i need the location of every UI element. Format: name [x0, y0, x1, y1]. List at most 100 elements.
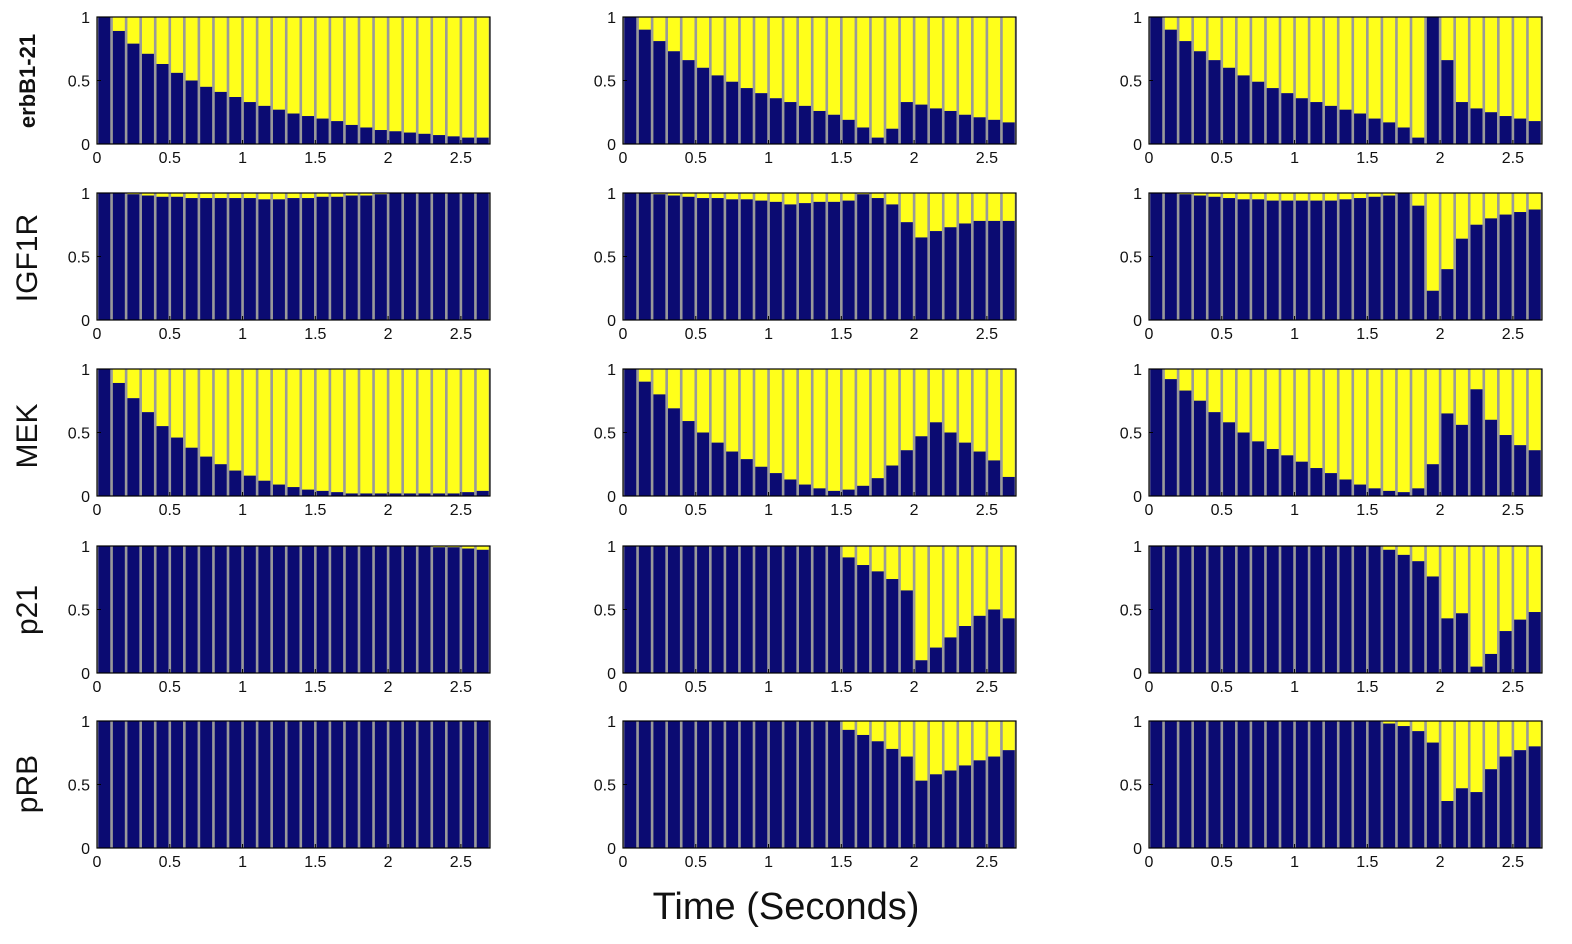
x-tick-label: 1 [1290, 326, 1299, 343]
bar-bottom [944, 770, 957, 848]
bar-bottom [1383, 195, 1396, 320]
bar-bottom [302, 546, 315, 673]
bar-bottom [1281, 93, 1294, 144]
bar-bottom [185, 546, 198, 673]
bar-bottom [726, 81, 739, 144]
x-tick-label: 2.5 [1502, 679, 1524, 696]
bar-bottom [959, 442, 972, 496]
bar-bottom [1002, 122, 1015, 144]
x-tick-label: 2.5 [976, 854, 998, 871]
bar-bottom [769, 473, 782, 496]
bar-top [1266, 17, 1279, 89]
y-tick-label: 0.5 [594, 778, 616, 795]
bar-bottom [842, 557, 855, 673]
bar-top [171, 369, 184, 438]
bar-top [1237, 17, 1250, 76]
bar-top [842, 193, 855, 201]
bar-bottom [682, 421, 695, 496]
panel-3-3: 0 0.5 1 0 0.5 1 1.5 2 2.5 [1120, 362, 1543, 519]
bar-bottom [828, 201, 841, 320]
bar-bottom [360, 721, 373, 848]
bar-bottom [214, 91, 227, 144]
row-label-IGF1R: IGF1R [11, 213, 44, 303]
bar-bottom [360, 127, 373, 144]
x-tick-label: 2.5 [1502, 502, 1524, 519]
bar-top [857, 369, 870, 486]
bar-top [886, 369, 899, 466]
bar-bottom [1324, 200, 1337, 320]
bar-top [1485, 721, 1498, 770]
bar-bottom [1441, 801, 1454, 848]
bar-bottom [374, 546, 387, 673]
panel-1-1: 0 0.5 1 0 0.5 1 1.5 2 2.5 [68, 10, 491, 167]
bar-bottom [272, 109, 285, 144]
bar-bottom [302, 721, 315, 848]
bar-bottom [1397, 127, 1410, 144]
bar-top [1295, 17, 1308, 99]
bar-bottom [433, 547, 446, 673]
bar-bottom [331, 196, 344, 320]
bar-bottom [1295, 200, 1308, 320]
bar-top [1281, 17, 1294, 94]
y-tick-label: 0 [1133, 666, 1142, 683]
bar-bottom [229, 97, 242, 144]
bar-bottom [229, 546, 242, 673]
bar-bottom [755, 200, 768, 320]
bar-bottom [697, 198, 710, 320]
bar-bottom [1485, 112, 1498, 144]
bar-top [403, 369, 416, 494]
bar-bottom [653, 194, 666, 320]
bar-top [1324, 369, 1337, 474]
bar-bottom [697, 546, 710, 673]
x-tick-label: 0 [619, 150, 628, 167]
bar-bottom [345, 493, 358, 496]
bar-top [243, 369, 256, 476]
bar-bottom [726, 199, 739, 320]
bar-bottom [287, 487, 300, 496]
bar-bottom [1179, 721, 1192, 848]
bar-top [1485, 369, 1498, 420]
bar-bottom [1193, 721, 1206, 848]
bar-bottom [784, 204, 797, 320]
bar-top [1266, 193, 1279, 201]
bar-bottom [112, 382, 125, 496]
bar-bottom [1339, 721, 1352, 848]
bar-bottom [813, 721, 826, 848]
bar-bottom [1528, 612, 1541, 673]
bar-bottom [112, 193, 125, 320]
bar-bottom [1412, 561, 1425, 673]
x-tick-label: 0.5 [159, 326, 181, 343]
bar-top [403, 17, 416, 133]
bar-bottom [316, 546, 329, 673]
bar-top [813, 369, 826, 489]
y-tick-label: 1 [607, 539, 616, 556]
bar-bottom [316, 721, 329, 848]
y-tick-label: 0 [607, 137, 616, 154]
bar-top [171, 17, 184, 73]
panel-4-3: 0 0.5 1 0 0.5 1 1.5 2 2.5 [1120, 539, 1543, 696]
x-tick-label: 2.5 [976, 150, 998, 167]
x-tick-label: 0 [93, 150, 102, 167]
bar-bottom [1223, 67, 1236, 144]
bar-top [871, 17, 884, 138]
x-tick-label: 1 [1290, 502, 1299, 519]
bar-bottom [915, 780, 928, 848]
bar-top [1412, 546, 1425, 562]
bar-top [127, 369, 140, 399]
bar-bottom [944, 432, 957, 496]
bar-top [857, 17, 870, 128]
bar-bottom [1164, 29, 1177, 145]
x-tick-label: 1 [764, 679, 773, 696]
bar-top [1426, 721, 1439, 743]
bar-bottom [302, 116, 315, 144]
panel-5-2: 0 0.5 1 0 0.5 1 1.5 2 2.5 [594, 714, 1017, 871]
bar-top [988, 193, 1001, 221]
bar-top [418, 17, 431, 134]
bar-top [200, 17, 213, 87]
x-tick-label: 0.5 [685, 854, 707, 871]
bar-top [1441, 193, 1454, 270]
bar-top [929, 721, 942, 775]
bar-top [871, 193, 884, 199]
bar-bottom [1324, 721, 1337, 848]
bar-bottom [1266, 449, 1279, 496]
